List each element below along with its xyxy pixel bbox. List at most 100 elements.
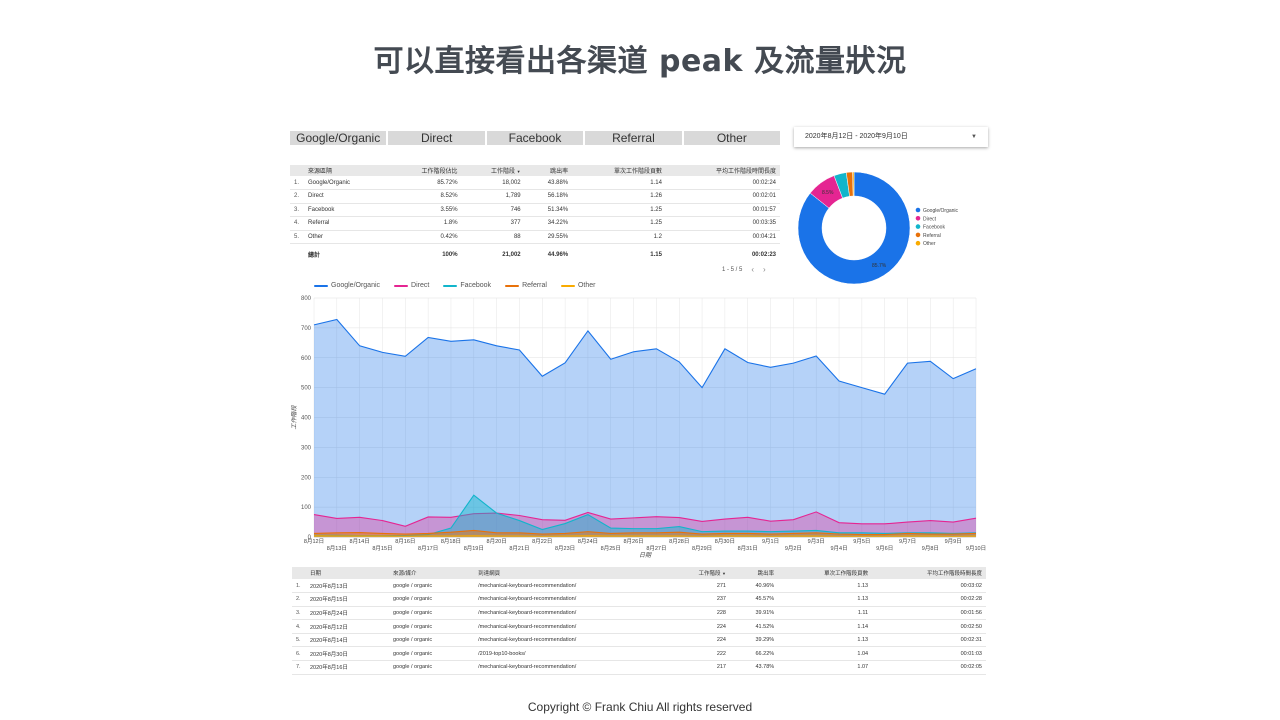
area-chart-legend: Google/Organic Direct Facebook Referral Othe… <box>314 282 595 289</box>
column-header-index <box>290 165 304 176</box>
column-header-segment[interactable]: 來源區隔 <box>304 165 388 176</box>
row-index: 5. <box>292 633 306 648</box>
x-tick-label: 8月16日 <box>395 538 415 545</box>
legend-swatch <box>314 284 328 287</box>
table-cell: 1.25 <box>572 216 666 231</box>
legend-item[interactable]: Referral <box>505 282 547 289</box>
table-cell: 2020年8月24日 <box>306 606 389 621</box>
table-cell: 51.34% <box>524 203 573 217</box>
column-header-avg-duration[interactable]: 平均工作階段時間長度 <box>872 567 986 579</box>
table-row[interactable]: 1. 2020年8月13日 google / organic/mechanical-… <box>292 579 986 594</box>
table-row[interactable]: 6. 2020年8月30日 google / organic/2019-top10-… <box>292 646 986 662</box>
series-area <box>314 495 976 537</box>
x-tick-label: 8月30日 <box>715 538 735 545</box>
tab-other[interactable]: Other <box>683 131 781 145</box>
column-header-bounce-rate[interactable]: 跳出率 <box>730 567 779 579</box>
table-cell: 43.88% <box>524 176 573 190</box>
x-tick-label: 8月31日 <box>738 545 758 552</box>
x-tick-label: 9月9日 <box>945 538 962 545</box>
x-tick-label: 9月3日 <box>808 538 825 545</box>
row-index: 6. <box>292 646 306 662</box>
table-cell: Other <box>304 230 388 244</box>
tab-referral[interactable]: Referral <box>585 131 682 145</box>
x-tick-label: 9月10日 <box>966 545 986 552</box>
pie-slice[interactable] <box>852 171 855 197</box>
x-tick-label: 8月24日 <box>578 538 598 545</box>
column-header-date[interactable]: 日期 <box>306 567 389 579</box>
legend-swatch <box>443 284 458 287</box>
table-cell: 222 <box>665 646 730 662</box>
series-line[interactable] <box>313 535 977 537</box>
table-row[interactable]: 3. Facebook 3.55% 746 51.34% 1.25 00:01:57 <box>290 203 780 217</box>
table-cell: 746 <box>461 203 525 217</box>
table-row[interactable]: 5. 2020年8月14日 google / organic/mechanical-… <box>292 633 986 648</box>
table-cell: 2020年8月30日 <box>306 646 389 662</box>
sort-desc-icon: ▼ <box>722 571 726 576</box>
row-index: 2. <box>290 189 304 204</box>
pie-slice[interactable] <box>797 171 911 285</box>
legend-label: Direct <box>411 282 430 289</box>
table-cell: 00:02:31 <box>872 633 986 648</box>
legend-item[interactable]: Google/Organic <box>314 282 380 289</box>
table-cell: 1.8% <box>387 216 462 231</box>
x-tick-label: 8月18日 <box>441 538 461 545</box>
table-cell: 228 <box>665 606 730 621</box>
column-header-pages-per-session[interactable]: 單次工作階段頁數 <box>572 165 666 176</box>
table-row[interactable]: 2. Direct 8.52% 1,789 56.18% 1.26 00:02:01 <box>290 189 780 204</box>
tab-facebook[interactable]: Facebook <box>486 131 584 145</box>
table-cell: 00:02:28 <box>872 592 986 607</box>
x-tick-label: 8月21日 <box>509 545 529 552</box>
table-row[interactable]: 5. Other 0.42% 88 29.55% 1.2 00:04:21 <box>290 230 780 244</box>
table-cell: 29.55% <box>524 230 573 244</box>
x-tick-label: 8月22日 <box>532 538 552 545</box>
table-cell: 224 <box>665 633 730 648</box>
series-line[interactable] <box>313 511 977 527</box>
series-line[interactable] <box>313 529 977 536</box>
table-cell: 1.14 <box>778 619 873 634</box>
pie-label: 85.7% <box>872 263 887 269</box>
table-cell: 39.91% <box>730 606 779 621</box>
table-row[interactable]: 1. Google/Organic 85.72% 18,002 43.88% 1.14 00… <box>290 176 780 190</box>
table-cell: Facebook <box>304 203 388 217</box>
column-header-source-medium[interactable]: 來源/媒介 <box>388 567 475 579</box>
column-header-session-share[interactable]: 工作階段佔比 <box>387 165 462 176</box>
column-header-bounce-rate[interactable]: 跳出率 <box>524 165 573 176</box>
table-row[interactable]: 2. 2020年8月15日 google / organic/mechanical-… <box>292 592 986 607</box>
table-cell: google / organic <box>388 660 475 675</box>
legend-item[interactable]: Facebook <box>443 282 491 289</box>
x-tick-label: 9月6日 <box>876 545 893 552</box>
table-row[interactable]: 7. 2020年8月16日 google / organic/mechanical-… <box>292 660 986 675</box>
column-header-landing-page[interactable]: 到達網頁 <box>474 567 666 579</box>
table-row[interactable]: 4. 2020年8月12日 google / organic/mechanical-… <box>292 619 986 634</box>
column-header-avg-duration[interactable]: 平均工作階段時間長度 <box>665 165 780 176</box>
y-tick-label: 100 <box>301 505 312 511</box>
column-header-sessions[interactable]: 工作階段 ▼ <box>665 567 730 579</box>
legend-swatch <box>505 284 520 287</box>
x-tick-label: 8月27日 <box>646 545 666 552</box>
x-tick-label: 9月8日 <box>922 545 939 552</box>
column-header-pages-per-session[interactable]: 單次工作階段頁數 <box>778 567 873 579</box>
table-cell: 00:04:21 <box>665 230 780 244</box>
tab-google-organic[interactable]: Google/Organic <box>290 131 387 145</box>
table-cell: 39.29% <box>730 633 779 648</box>
table-row[interactable]: 4. Referral 1.8% 377 34.22% 1.25 00:03:35 <box>290 216 780 231</box>
chevron-right-icon[interactable]: › <box>763 265 766 274</box>
date-range-label: 2020年8月12日 - 2020年9月10日 <box>805 133 908 140</box>
table-cell: 2020年8月15日 <box>306 592 389 607</box>
table-cell: 1.2 <box>572 230 666 244</box>
total-cell: 100% <box>442 251 458 258</box>
tab-direct[interactable]: Direct <box>388 131 485 145</box>
legend-item[interactable]: Direct <box>394 282 429 289</box>
table-row[interactable]: 3. 2020年8月24日 google / organic/mechanical-… <box>292 606 986 621</box>
legend-swatch <box>560 284 575 287</box>
sessions-area-chart: 0 100 200 300 400 500 600 700 800 8月12日8月13日8月14日… <box>290 296 986 559</box>
chevron-left-icon[interactable]: ‹ <box>751 265 755 274</box>
legend-item[interactable]: Other <box>560 282 595 289</box>
column-header-sessions[interactable]: 工作階段 ▼ <box>461 165 525 176</box>
date-range-picker[interactable]: 2020年8月12日 - 2020年9月10日 ▼ <box>794 127 988 147</box>
y-tick-label: 200 <box>301 475 312 481</box>
table-cell: /mechanical-keyboard-recommendation/ <box>474 660 666 675</box>
table-cell: 1.13 <box>778 633 873 648</box>
series-line[interactable] <box>313 318 977 395</box>
table-cell: 237 <box>665 592 730 607</box>
